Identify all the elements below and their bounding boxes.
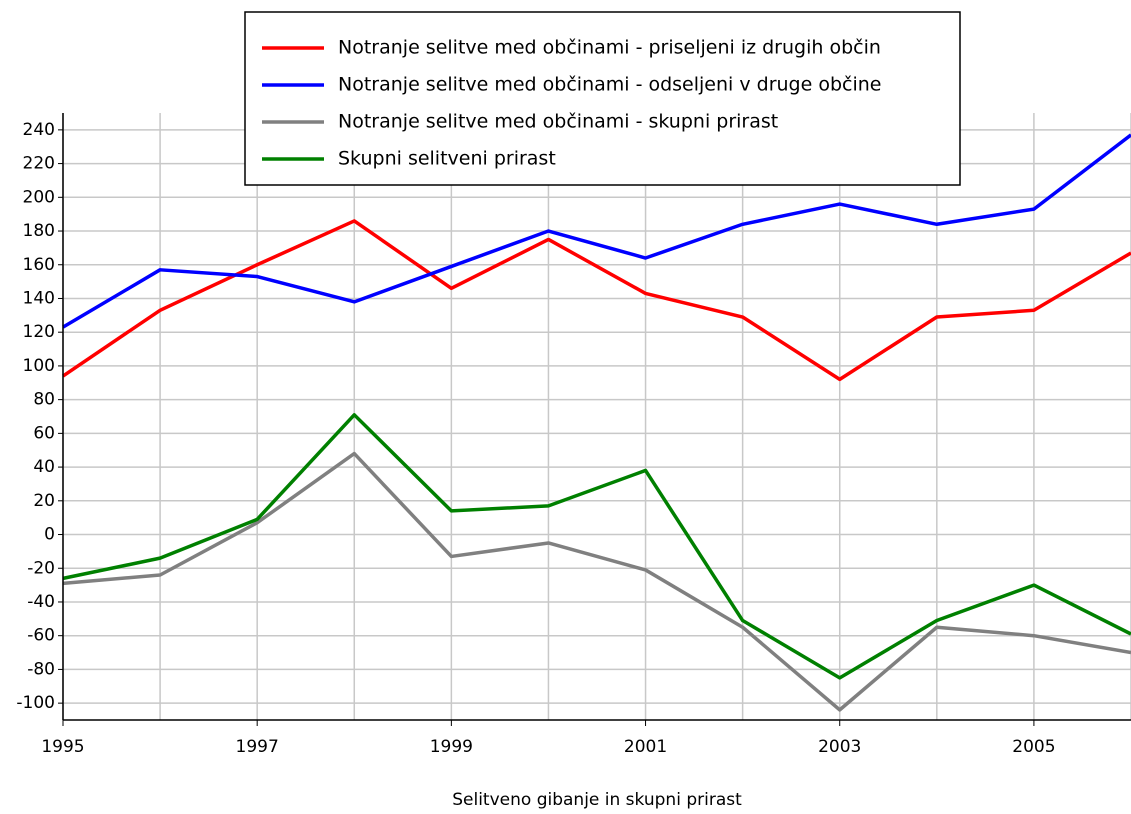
legend-label: Notranje selitve med občinami - skupni p… <box>338 111 778 133</box>
y-tick-label: -80 <box>27 659 55 679</box>
lines <box>62 133 1131 712</box>
y-tick-label: -60 <box>27 626 55 646</box>
x-tick-label: 1995 <box>41 737 84 757</box>
y-tick-label: 40 <box>33 457 55 477</box>
y-tick-label: 160 <box>23 255 55 275</box>
series-line <box>62 451 1131 712</box>
x-tick-label: 2003 <box>818 737 861 757</box>
x-axis-title: Selitveno gibanje in skupni prirast <box>452 790 742 810</box>
y-tick-label: 0 <box>44 525 55 545</box>
y-tick-label: 60 <box>33 423 55 443</box>
x-tick-label: 2005 <box>1012 737 1055 757</box>
x-tick-label: 1999 <box>430 737 473 757</box>
y-tick-label: 100 <box>23 356 55 376</box>
legend-label: Notranje selitve med občinami - odseljen… <box>338 74 882 96</box>
series-line <box>62 133 1131 329</box>
y-tick-label: 240 <box>23 120 55 140</box>
x-tick-label: 2001 <box>624 737 667 757</box>
y-tick-label: 120 <box>23 322 55 342</box>
y-tick-label: 80 <box>33 390 55 410</box>
y-tick-label: 180 <box>23 221 55 241</box>
y-tick-label: 220 <box>23 154 55 174</box>
series-line <box>62 219 1131 382</box>
axes: -100 -80 -60 -40 -20 0 20 40 60 80 100 120 140 160 180… <box>16 113 1131 757</box>
y-tick-label: 140 <box>23 288 55 308</box>
y-tick-label: -20 <box>27 558 55 578</box>
y-tick-label: 200 <box>23 187 55 207</box>
legend-box <box>244 11 961 186</box>
legend: Notranje selitve med občinami - priselje… <box>244 11 961 186</box>
y-tick-label: -100 <box>16 693 55 713</box>
legend-label: Skupni selitveni prirast <box>338 148 556 170</box>
legend-label: Notranje selitve med občinami - priselje… <box>338 37 881 59</box>
y-tick-label: -40 <box>27 592 55 612</box>
y-tick-label: 20 <box>33 491 55 511</box>
x-tick-label: 1997 <box>236 737 279 757</box>
series-line <box>62 413 1131 680</box>
